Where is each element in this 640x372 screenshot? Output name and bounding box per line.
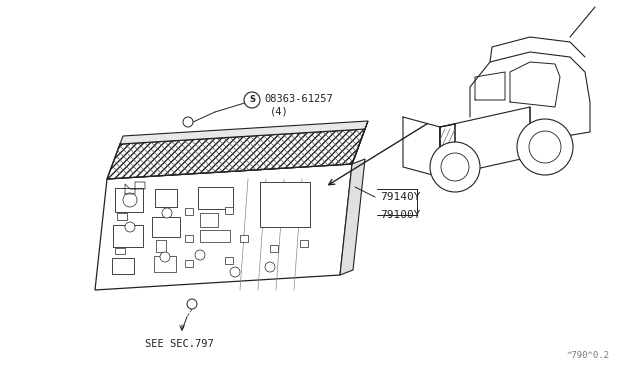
Bar <box>154 256 176 272</box>
Bar <box>115 248 125 254</box>
Bar <box>156 240 166 252</box>
Bar <box>198 187 233 209</box>
Text: ^790^0.2: ^790^0.2 <box>567 351 610 360</box>
Bar <box>115 188 143 212</box>
Circle shape <box>517 119 573 175</box>
Bar <box>152 217 180 237</box>
Circle shape <box>183 117 193 127</box>
Circle shape <box>195 250 205 260</box>
Circle shape <box>125 222 135 232</box>
Circle shape <box>160 252 170 262</box>
Text: (4): (4) <box>270 107 289 117</box>
Text: SEE SEC.797: SEE SEC.797 <box>145 339 214 349</box>
Bar <box>225 257 233 264</box>
Polygon shape <box>95 164 352 290</box>
Circle shape <box>244 92 260 108</box>
Polygon shape <box>107 129 365 179</box>
Bar <box>225 207 233 214</box>
Bar <box>155 189 177 207</box>
Bar <box>113 225 143 247</box>
Bar <box>300 240 308 247</box>
Circle shape <box>441 153 469 181</box>
Bar <box>185 208 193 215</box>
Bar <box>117 213 127 220</box>
Circle shape <box>230 267 240 277</box>
Text: 08363-61257: 08363-61257 <box>264 94 333 104</box>
Bar <box>270 245 278 252</box>
Circle shape <box>430 142 480 192</box>
Bar <box>200 213 218 227</box>
Circle shape <box>162 208 172 218</box>
Text: 79100Y: 79100Y <box>380 210 420 220</box>
Polygon shape <box>340 159 365 275</box>
Circle shape <box>529 131 561 163</box>
Circle shape <box>187 299 197 309</box>
Bar <box>260 182 310 227</box>
Text: S: S <box>249 96 255 105</box>
Bar <box>112 258 134 274</box>
Bar <box>185 235 193 242</box>
Polygon shape <box>120 121 368 144</box>
Bar <box>200 230 230 242</box>
Circle shape <box>265 262 275 272</box>
Bar <box>185 260 193 267</box>
Text: 79140Y: 79140Y <box>380 192 420 202</box>
Bar <box>240 235 248 242</box>
Polygon shape <box>352 121 368 164</box>
Circle shape <box>123 193 137 207</box>
